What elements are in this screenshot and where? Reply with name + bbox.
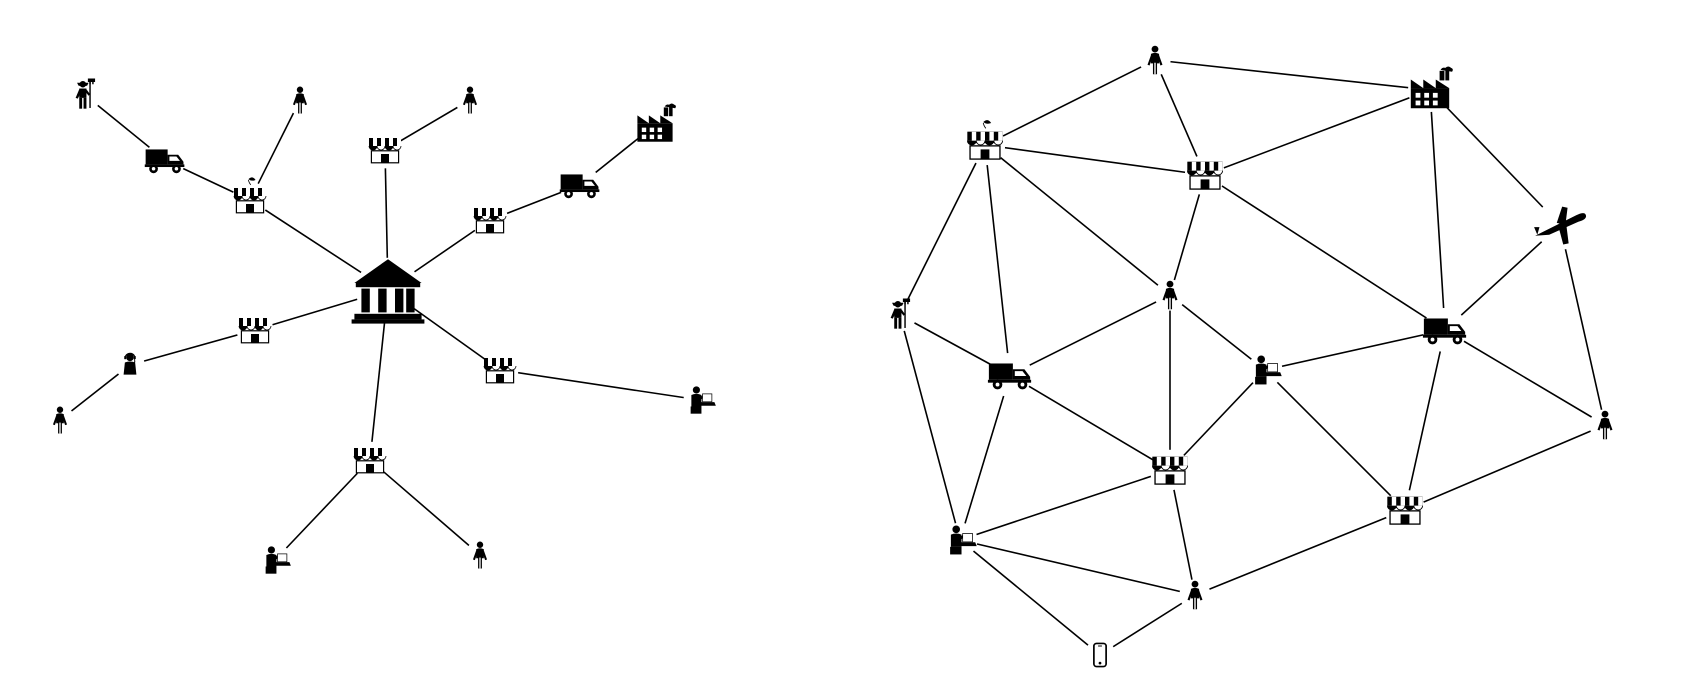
network-edge bbox=[370, 460, 480, 555]
network-edge bbox=[1430, 90, 1560, 225]
network-edge bbox=[1265, 370, 1405, 510]
person-icon bbox=[1589, 409, 1620, 440]
network-edge bbox=[1170, 370, 1265, 470]
person-icon bbox=[455, 85, 484, 114]
network-edge bbox=[900, 315, 960, 540]
truck-icon bbox=[560, 165, 600, 205]
factory-icon bbox=[1408, 66, 1453, 112]
person-icon bbox=[1139, 44, 1170, 75]
shop_leaf-icon bbox=[232, 177, 269, 218]
network-edge bbox=[960, 470, 1170, 540]
bank-icon bbox=[352, 258, 425, 324]
network-edge bbox=[1195, 510, 1405, 595]
laptop_user-icon bbox=[943, 523, 978, 558]
network-edge bbox=[900, 145, 985, 315]
network-edge bbox=[1445, 330, 1605, 425]
shop-icon bbox=[472, 202, 509, 239]
person-icon bbox=[45, 405, 74, 434]
network-edge bbox=[130, 330, 255, 365]
network-edge bbox=[1405, 330, 1445, 510]
shop-icon bbox=[1385, 490, 1425, 530]
person-icon bbox=[1179, 579, 1210, 610]
network-edge bbox=[960, 375, 1010, 540]
person-icon bbox=[465, 540, 494, 569]
shop-icon bbox=[1150, 450, 1190, 490]
shop-icon bbox=[1185, 155, 1225, 195]
network-edge bbox=[1560, 225, 1605, 425]
network-edge bbox=[960, 540, 1100, 655]
network-edge bbox=[500, 370, 700, 400]
laptop_user-icon bbox=[683, 383, 716, 416]
network-edge bbox=[1430, 90, 1445, 330]
shop_leaf-icon bbox=[965, 120, 1005, 165]
truck-icon bbox=[988, 353, 1032, 397]
network-edge bbox=[1010, 375, 1170, 470]
person-icon bbox=[1154, 279, 1185, 310]
network-edge bbox=[1010, 295, 1170, 375]
network-edge bbox=[1405, 425, 1605, 510]
network-edge bbox=[960, 540, 1195, 595]
person-icon bbox=[285, 85, 314, 114]
headset-icon bbox=[115, 350, 144, 379]
phone-icon bbox=[1084, 639, 1115, 670]
shop-icon bbox=[367, 132, 404, 169]
network-edge bbox=[985, 145, 1170, 295]
shop-icon bbox=[352, 442, 389, 479]
network-edge bbox=[985, 60, 1155, 145]
network-edge bbox=[985, 145, 1205, 175]
network-edge bbox=[1205, 175, 1445, 330]
network-edge bbox=[1265, 330, 1445, 370]
laptop_user-icon bbox=[258, 543, 291, 576]
shop-icon bbox=[482, 352, 519, 389]
laptop_user-icon bbox=[1248, 353, 1283, 388]
shop-icon bbox=[237, 312, 274, 349]
truck-icon bbox=[1423, 308, 1467, 352]
network-edge bbox=[275, 460, 370, 560]
network-edge bbox=[1170, 295, 1265, 370]
factory-icon bbox=[635, 103, 676, 145]
network-edge bbox=[1155, 60, 1430, 90]
truck-icon bbox=[145, 140, 185, 180]
farmer-icon bbox=[883, 298, 916, 331]
farmer-icon bbox=[68, 78, 101, 111]
network-edge bbox=[1100, 595, 1195, 655]
network-diagram bbox=[0, 0, 1690, 696]
network-edge bbox=[985, 145, 1010, 375]
network-edge bbox=[1205, 90, 1430, 175]
